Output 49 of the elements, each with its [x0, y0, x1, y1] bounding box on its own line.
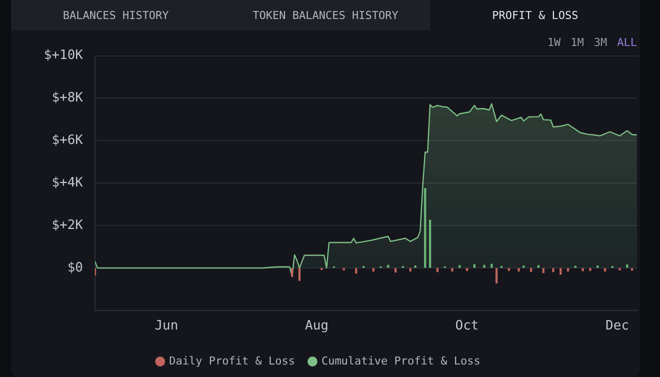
bar: [291, 268, 294, 277]
bar: [451, 268, 454, 272]
y-tick-label: $+4K: [52, 175, 84, 190]
text: 1M: [570, 36, 584, 49]
bar: [387, 264, 390, 268]
x-tick-label: Oct: [455, 318, 479, 334]
bar: [409, 268, 412, 272]
y-tick-label: $0: [67, 260, 83, 276]
y-tick-label: $+8K: [52, 90, 84, 106]
bar: [626, 264, 628, 268]
bar: [566, 268, 570, 272]
text: 1W: [547, 36, 561, 49]
bar: [458, 265, 461, 268]
bar: [355, 268, 358, 274]
legend-label: Daily Profit & Loss: [169, 354, 295, 368]
bar: [630, 268, 634, 271]
y-tick-label: $+2K: [52, 218, 84, 233]
bar: [518, 268, 520, 272]
text: BALANCES HISTORY: [11, 0, 221, 30]
bar: [582, 268, 584, 272]
bar: [560, 268, 562, 275]
bar: [394, 268, 397, 273]
x-tick-label: Dec: [606, 318, 630, 334]
text: 3M: [594, 36, 608, 49]
bar: [495, 268, 498, 284]
text: TOKEN BALANCES HISTORY: [220, 0, 430, 30]
bar: [424, 188, 426, 268]
x-tick-label: Jun: [154, 318, 178, 334]
bar: [537, 265, 540, 268]
bar: [483, 264, 486, 268]
y-tick-label: $+10K: [44, 48, 84, 64]
bar: [428, 220, 432, 268]
text: ALL: [617, 36, 637, 49]
bar: [508, 268, 510, 271]
bar: [372, 268, 374, 272]
bar: [589, 268, 592, 271]
bar: [530, 268, 532, 272]
legend-label: Cumulative Profit & Loss: [321, 354, 480, 368]
text: PROFIT & LOSS: [430, 0, 640, 30]
x-tick-label: Aug: [304, 318, 328, 334]
bar: [473, 264, 476, 268]
bar: [604, 268, 606, 272]
bar: [298, 268, 301, 281]
bar: [542, 268, 544, 274]
bar: [436, 268, 439, 272]
bar: [490, 264, 493, 268]
bar: [466, 268, 468, 272]
bar: [552, 268, 554, 272]
y-tick-label: $+6K: [52, 133, 84, 148]
